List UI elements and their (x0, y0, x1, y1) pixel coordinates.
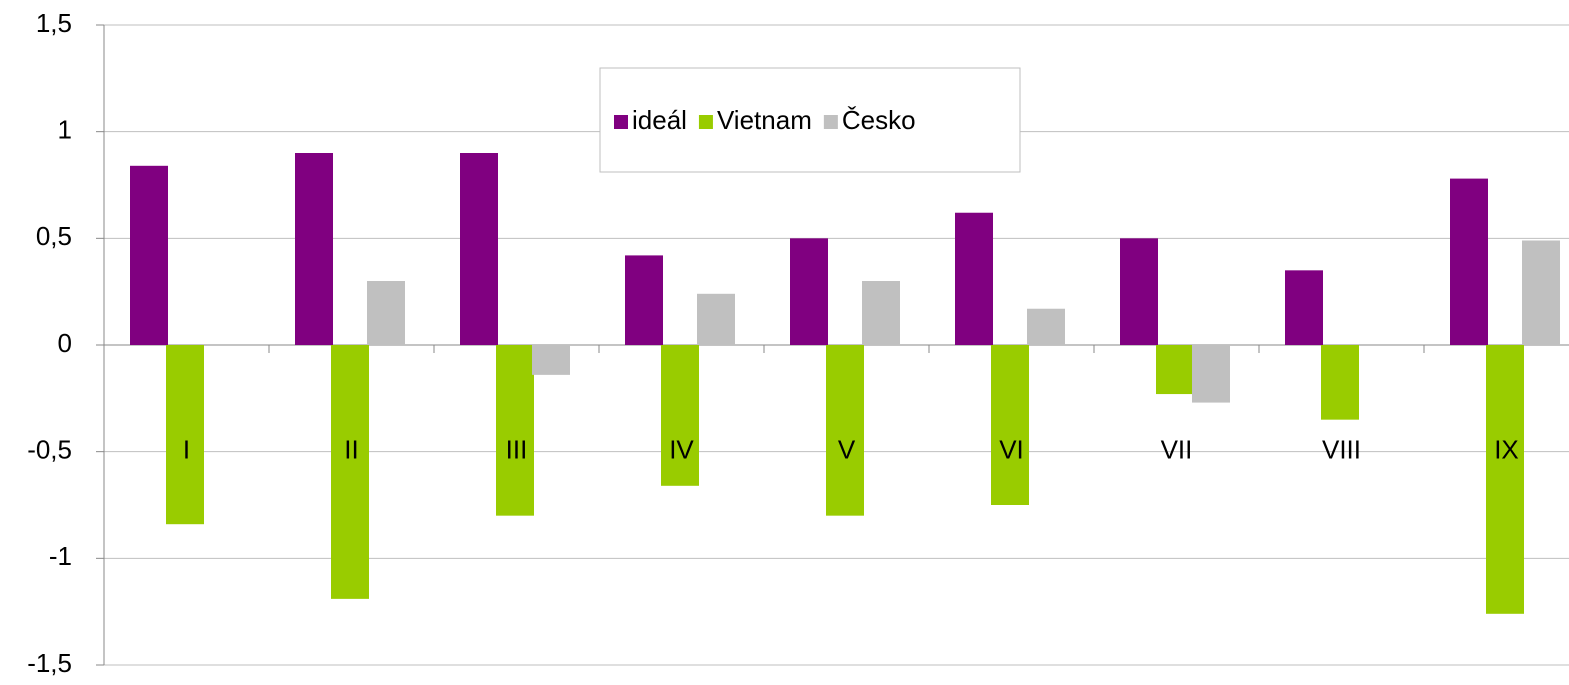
x-tick-label: VI (999, 435, 1024, 465)
x-tick-label: VII (1161, 435, 1193, 465)
y-tick-label: 0,5 (36, 221, 72, 251)
bar (295, 153, 333, 345)
legend-swatch (698, 115, 713, 129)
legend-swatch (614, 115, 628, 129)
y-tick-label: 1 (58, 115, 72, 145)
bar (826, 345, 864, 516)
y-tick-label: -0,5 (27, 435, 72, 465)
x-tick-label: V (838, 435, 856, 465)
x-tick-label: IX (1494, 435, 1519, 465)
bar (1450, 178, 1488, 345)
bar (697, 293, 735, 345)
x-tick-label: III (506, 435, 528, 465)
bar (1285, 270, 1323, 345)
bar (166, 345, 204, 525)
x-tick-label: II (344, 435, 358, 465)
x-tick-label: VIII (1322, 435, 1361, 465)
bar (661, 345, 699, 486)
legend-label: ideál (632, 105, 687, 135)
bar (496, 345, 534, 516)
bar (130, 165, 168, 345)
bar (1486, 345, 1524, 614)
bar (991, 345, 1029, 505)
bar (955, 212, 993, 345)
bar (331, 345, 369, 599)
bar (862, 281, 900, 345)
y-tick-label: 0 (58, 328, 72, 358)
legend-swatch (823, 115, 838, 129)
bar (790, 238, 828, 345)
bar (367, 281, 405, 345)
bar (1156, 345, 1194, 395)
legend-box (599, 67, 1021, 173)
bar (1321, 345, 1359, 420)
bar (625, 255, 663, 345)
bar (1522, 240, 1560, 345)
bar (532, 345, 570, 375)
bar (1192, 345, 1230, 403)
bar (1120, 238, 1158, 345)
bar (1027, 308, 1065, 345)
x-tick-label: I (183, 435, 190, 465)
bar (460, 153, 498, 345)
y-tick-label: -1,5 (27, 648, 72, 678)
x-tick-label: IV (669, 435, 694, 465)
legend-label: Česko (842, 105, 916, 135)
y-tick-label: 1,5 (36, 8, 72, 38)
legend-label: Vietnam (717, 105, 812, 135)
y-tick-label: -1 (49, 541, 72, 571)
